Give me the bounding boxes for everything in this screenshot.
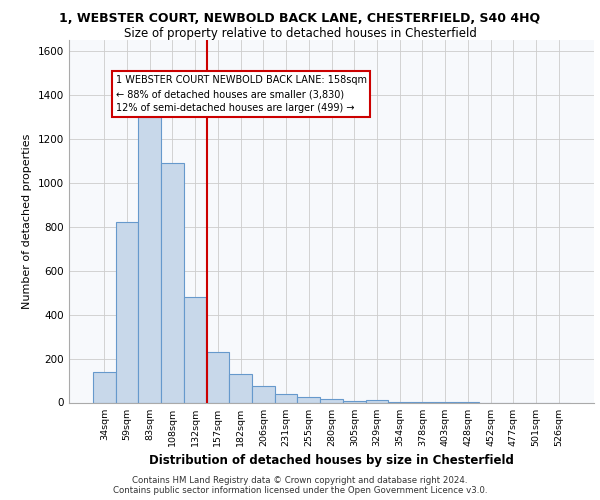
Bar <box>184 297 206 403</box>
X-axis label: Distribution of detached houses by size in Chesterfield: Distribution of detached houses by size … <box>149 454 514 467</box>
Bar <box>139 117 161 403</box>
Text: 1, WEBSTER COURT, NEWBOLD BACK LANE, CHESTERFIELD, S40 4HQ: 1, WEBSTER COURT, NEWBOLD BACK LANE, CHE… <box>59 12 541 26</box>
Bar <box>161 163 184 402</box>
Text: 1 WEBSTER COURT NEWBOLD BACK LANE: 158sqm
← 88% of detached houses are smaller (: 1 WEBSTER COURT NEWBOLD BACK LANE: 158sq… <box>116 75 367 113</box>
Bar <box>343 400 365 402</box>
Bar <box>298 396 320 402</box>
Bar <box>365 400 388 402</box>
Text: Contains HM Land Registry data © Crown copyright and database right 2024.: Contains HM Land Registry data © Crown c… <box>132 476 468 485</box>
Text: Size of property relative to detached houses in Chesterfield: Size of property relative to detached ho… <box>124 28 476 40</box>
Bar <box>206 352 229 403</box>
Bar <box>320 399 343 402</box>
Bar <box>229 374 252 402</box>
Y-axis label: Number of detached properties: Number of detached properties <box>22 134 32 309</box>
Bar <box>116 222 139 402</box>
Text: Contains public sector information licensed under the Open Government Licence v3: Contains public sector information licen… <box>113 486 487 495</box>
Bar <box>252 386 275 402</box>
Bar <box>275 394 298 402</box>
Bar <box>93 372 116 402</box>
